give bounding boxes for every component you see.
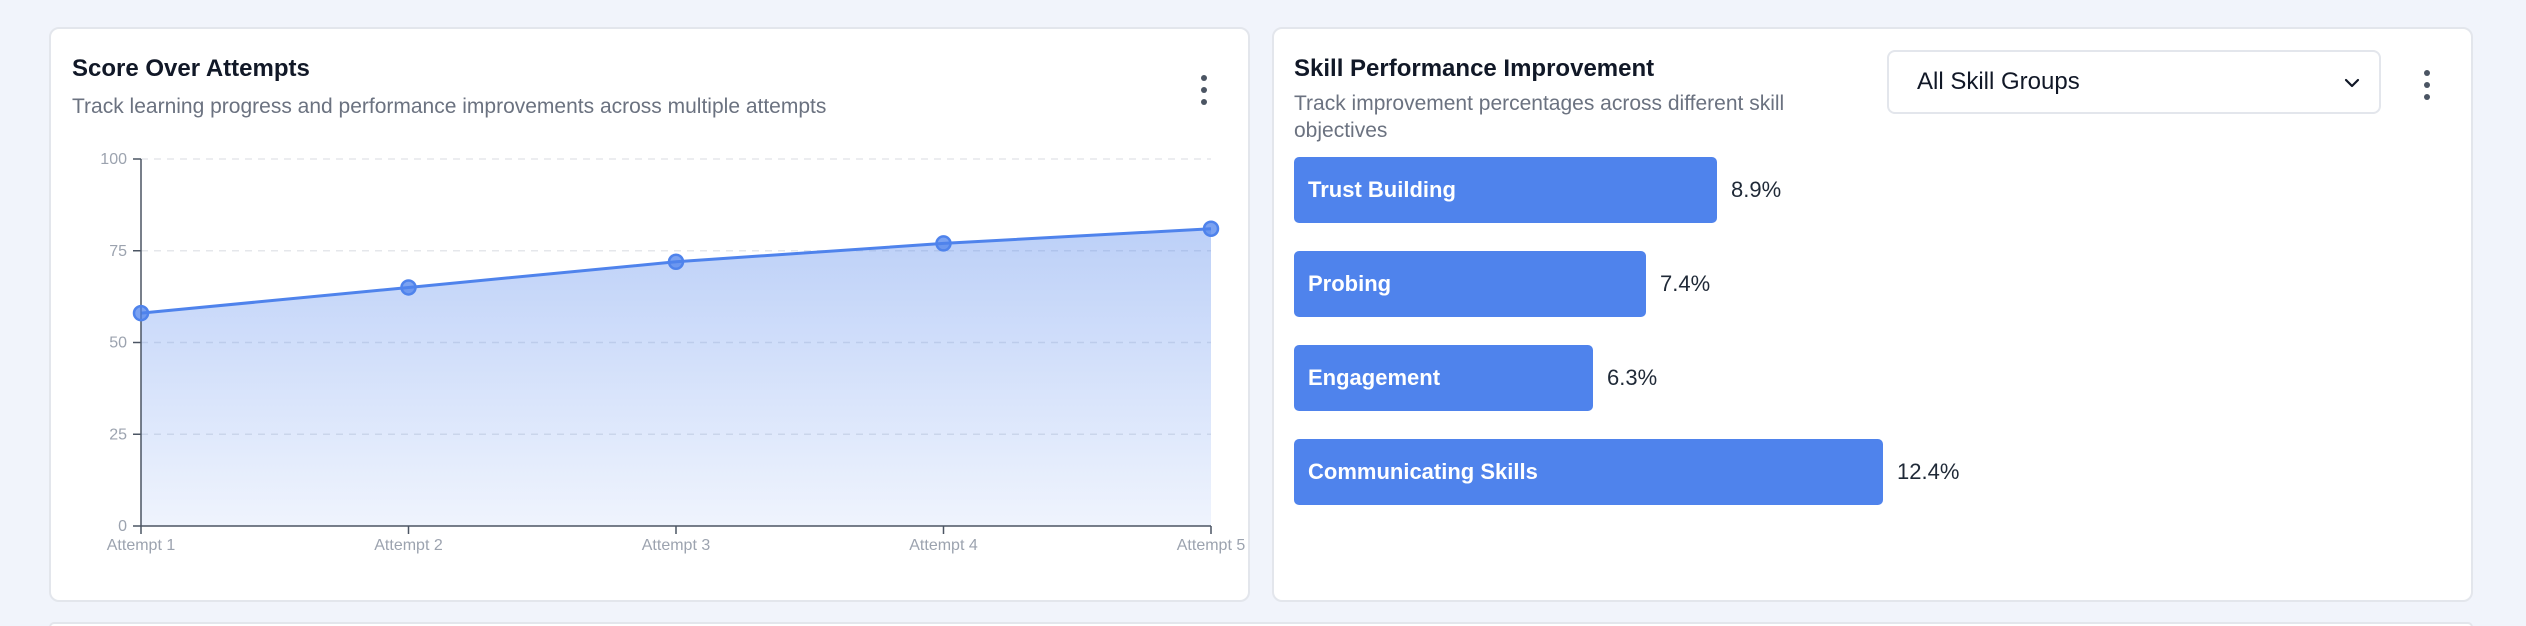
skill-bar: Engagement (1294, 345, 1593, 411)
chevron-down-icon (2344, 78, 2360, 88)
y-tick-label: 0 (118, 518, 127, 535)
y-tick-label: 100 (100, 151, 127, 168)
skill-bar-value: 6.3% (1607, 365, 1658, 390)
skill-chart-subtitle: Track improvement percentages across dif… (1294, 92, 1785, 142)
score-chart-menu-icon[interactable] (1189, 70, 1219, 110)
score-line-chart: 0 25 50 75 100 Attempt 1 Attempt 2 Attempt 3 Att… (100, 151, 1246, 554)
score-point (667, 253, 685, 271)
x-tick-label: Attempt 3 (642, 537, 711, 554)
y-tick-label: 25 (109, 426, 127, 443)
score-chart-subtitle: Track learning progress and performance … (72, 95, 827, 118)
skill-group-select-value: All Skill Groups (1917, 68, 2080, 95)
skill-chart-menu-icon[interactable] (2412, 65, 2442, 105)
skill-bar-label: Probing (1308, 271, 1392, 296)
skill-bar-label: Trust Building (1308, 177, 1456, 202)
score-point (935, 235, 952, 252)
score-point (1202, 220, 1220, 237)
skill-bar-label: Communicating Skills (1308, 459, 1538, 484)
skill-bar-value: 12.4% (1897, 459, 1960, 484)
score-area-fill (141, 228, 1211, 527)
skill-bar: Communicating Skills (1294, 439, 1883, 505)
x-tick-label: Attempt 4 (909, 537, 978, 554)
skill-bar-value: 8.9% (1731, 177, 1782, 202)
skill-bar-row: Communicating Skills 12.4% (1294, 439, 1959, 505)
y-tick-label: 75 (109, 243, 127, 260)
skill-bar-row: Trust Building 8.9% (1294, 157, 1781, 223)
x-tick-label: Attempt 1 (107, 537, 176, 554)
x-tick-label: Attempt 2 (374, 537, 443, 554)
skill-chart-title: Skill Performance Improvement (1294, 55, 1655, 82)
skill-performance-card: Skill Performance Improvement Track impr… (1272, 27, 2473, 602)
skill-bar: Probing (1294, 251, 1646, 317)
skill-bar-value: 7.4% (1660, 271, 1711, 296)
score-point (400, 279, 417, 296)
skill-bar-row: Probing 7.4% (1294, 251, 1710, 317)
skill-bar-chart: Trust Building 8.9% Probing 7.4% Engagement 6… (1294, 149, 2454, 599)
next-card-edge (49, 622, 2473, 626)
score-point (132, 304, 150, 322)
skill-bar-label: Engagement (1308, 365, 1441, 390)
x-tick-label: Attempt 5 (1177, 537, 1246, 554)
y-tick-label: 50 (109, 335, 127, 352)
skill-bar: Trust Building (1294, 157, 1717, 223)
score-chart-title: Score Over Attempts (72, 55, 310, 82)
skill-group-select[interactable]: All Skill Groups (1887, 50, 2381, 114)
score-over-attempts-card: Score Over Attempts Track learning progr… (49, 27, 1250, 602)
skill-bar-row: Engagement 6.3% (1294, 345, 1657, 411)
